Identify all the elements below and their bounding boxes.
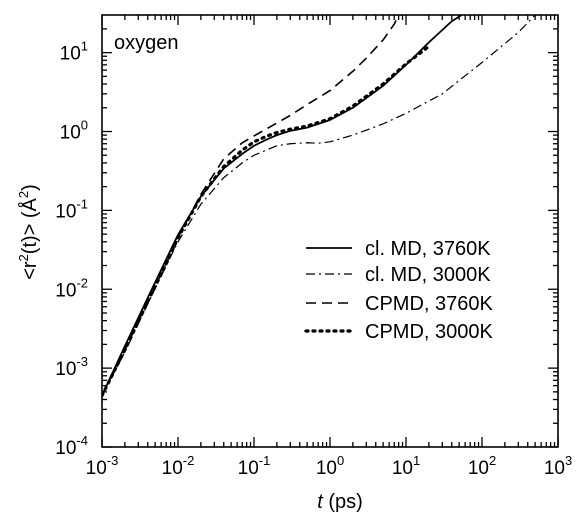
x-tick-label: 100 [316,453,344,479]
x-tick-label: 10-1 [238,453,271,479]
x-tick-label: 103 [544,453,572,479]
y-tick-label: 10-3 [55,354,88,380]
y-label-post: ) [19,184,41,191]
x-axis-unit: (ps) [323,491,363,513]
x-tick-label: 10-2 [162,453,195,479]
y-tick-label: 10-2 [55,275,88,301]
annotation-oxygen: oxygen [114,32,179,54]
x-tick-label: 101 [392,453,420,479]
y-label-mid: (t)> (Å [18,197,41,254]
legend-label-cpmd-3000k: CPMD, 3000K [365,321,493,343]
y-tick-label: 10-1 [55,196,88,222]
y-label-pre: <r [19,261,41,280]
legend: cl. MD, 3760K cl. MD, 3000K CPMD, 3760K CPM… [304,238,493,343]
y-label-sup2: 2 [16,191,31,198]
series-line-cpmd-3760k [102,15,400,396]
series-line-cl-md-3760k [102,15,464,396]
y-tick-label: 10-4 [55,433,88,459]
y-tick-label: 100 [60,118,88,144]
plot-frame [101,14,559,448]
legend-label-cl-md-3760k: cl. MD, 3760K [365,238,491,260]
axis-ticks: 10-3 10-2 10-1 100 101 102 10310-410-310-210-1… [55,15,572,479]
x-tick-label: 102 [468,453,496,479]
series-line-cpmd-3000k [102,44,431,398]
y-axis-label: <r2(t)> (Å2) [16,184,41,280]
x-axis-variable: t [317,491,324,513]
data-curves [102,15,536,398]
legend-label-cl-md-3000k: cl. MD, 3000K [365,264,491,286]
y-label-sup: 2 [16,254,31,261]
legend-label-cpmd-3760k: CPMD, 3760K [365,293,493,315]
x-tick-label: 10-3 [86,453,119,479]
x-axis-label: t (ps) [317,491,363,513]
y-tick-label: 101 [60,39,88,65]
